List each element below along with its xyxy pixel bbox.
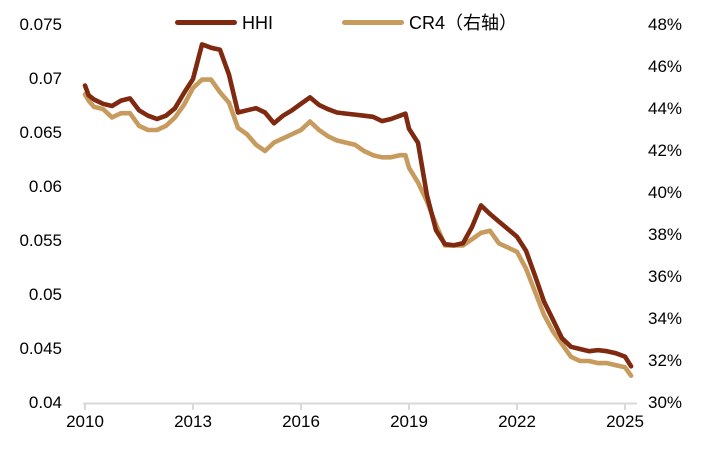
series-line-hhi — [82, 42, 634, 369]
axis-tick-label: 0.07 — [28, 69, 62, 88]
legend-label-cr4: CR4（右轴） — [409, 12, 518, 33]
legend-swatch-cr4 — [342, 20, 404, 25]
legend-swatch-hhi — [175, 20, 237, 25]
axis-tick-label: 44% — [648, 99, 683, 118]
axis-tick-label: 0.075 — [19, 15, 62, 34]
axis-tick-label: 32% — [648, 351, 683, 370]
axis-tick-label: 0.055 — [19, 231, 62, 250]
legend-item-hhi: HHI — [175, 13, 273, 32]
axis-tick-label: 40% — [648, 183, 683, 202]
axis-tick-label: 38% — [648, 225, 683, 244]
axis-tick-label: 42% — [648, 141, 683, 160]
legend: HHI CR4（右轴） — [0, 0, 722, 36]
axis-tick-label: 0.04 — [28, 393, 62, 412]
axis-tick-label: 0.065 — [19, 123, 62, 142]
axis-tick-label: 2022 — [498, 412, 536, 431]
axis-tick-label: 2010 — [66, 412, 104, 431]
axis-tick-label: 0.045 — [19, 339, 62, 358]
axis-tick-label: 34% — [648, 309, 683, 328]
series-line-cr4 — [82, 77, 634, 379]
axis-tick-label: 2025 — [606, 412, 644, 431]
axis-tick-label: 48% — [648, 15, 683, 34]
axis-tick-label: 46% — [648, 57, 683, 76]
axis-tick-label: 0.05 — [28, 285, 62, 304]
axis-tick-label: 0.06 — [28, 177, 62, 196]
axis-tick-label: 2016 — [282, 412, 320, 431]
axis-tick-label: 30% — [648, 393, 683, 412]
axis-tick-label: 2019 — [390, 412, 428, 431]
axis-tick-label: 2013 — [174, 412, 212, 431]
legend-label-hhi: HHI — [242, 12, 273, 33]
legend-item-cr4: CR4（右轴） — [342, 13, 517, 32]
axis-tick-label: 36% — [648, 267, 683, 286]
